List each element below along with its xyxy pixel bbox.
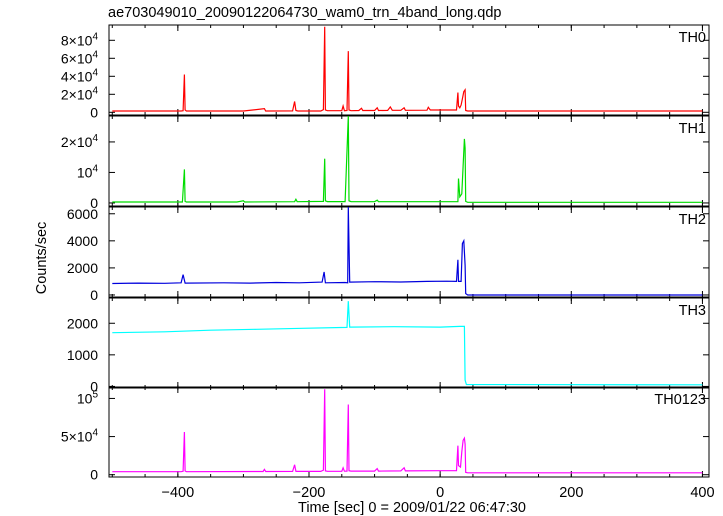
x-axis-label: Time [sec] 0 = 2009/01/22 06:47:30 (298, 500, 526, 516)
y-tick-label: 0 (90, 287, 98, 303)
y-tick-label: 0 (90, 378, 98, 394)
series-line-th1 (112, 116, 703, 203)
panel-frame (108, 24, 710, 116)
y-axis-label: Counts/sec (34, 222, 50, 295)
series-line-th0 (112, 26, 703, 112)
x-tick-label: −400 (162, 485, 195, 501)
panel-th2: 0 2000 4000 6000 TH2 (67, 206, 710, 303)
y-tick-label: 6000 (67, 206, 98, 222)
series-line-th2 (112, 207, 703, 296)
y-tick-label: 6×104 (61, 49, 99, 66)
y-tick-label: 1000 (67, 347, 98, 363)
series-line-th3 (112, 301, 703, 386)
y-tick-label: 104 (77, 163, 99, 180)
y-tick-label: 2000 (67, 315, 98, 331)
panel-th3: 0 1000 2000 TH3 (67, 297, 710, 394)
x-tick-label: −200 (293, 485, 326, 501)
panel-label: TH0 (679, 30, 706, 46)
panel-label: TH0123 (654, 392, 706, 408)
panel-th1: 0 104 2×104 TH1 (61, 115, 710, 211)
y-tick-label: 2000 (67, 260, 98, 276)
x-tick-label: 400 (690, 485, 714, 501)
y-tick-label: 4×104 (61, 67, 99, 84)
y-tick-label: 2×104 (61, 133, 99, 150)
y-tick-label: 0 (90, 467, 98, 483)
panel-frame (108, 115, 710, 207)
panel-label: TH3 (679, 303, 706, 319)
panel-frame (108, 386, 710, 478)
panel-label: TH2 (679, 212, 706, 228)
panel-label: TH1 (679, 121, 706, 137)
y-tick-label: 0 (90, 195, 98, 211)
y-tick-label: 105 (77, 389, 99, 406)
chart-title: ae703049010_20090122064730_wam0_trn_4ban… (108, 5, 501, 21)
x-tick-label: 0 (436, 485, 444, 501)
panel-frame (108, 206, 710, 298)
x-tick-label: 200 (559, 485, 583, 501)
y-tick-label: 8×104 (61, 31, 99, 48)
y-tick-label: 0 (90, 104, 98, 120)
y-tick-label: 2×104 (61, 85, 99, 102)
y-tick-label: 4000 (67, 233, 98, 249)
y-tick-label: 5×104 (61, 428, 99, 445)
series-line-th0123 (112, 389, 703, 474)
panel-th0123: 0 5×104 105 TH0123 (61, 386, 710, 483)
panel-frame (108, 297, 710, 389)
